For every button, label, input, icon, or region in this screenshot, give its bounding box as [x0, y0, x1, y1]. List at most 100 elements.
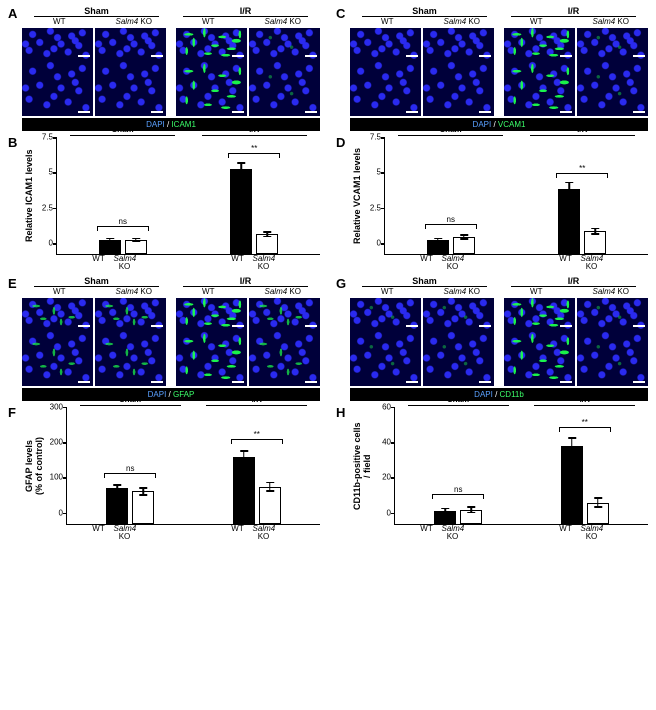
y-tick-label: 7.5 — [363, 133, 381, 142]
micrograph — [249, 28, 320, 60]
scalebar — [305, 55, 317, 57]
scalebar — [78, 381, 90, 383]
genotype-label: Salm4 KO — [425, 287, 500, 296]
panel-A: AShamI/RWTSalm4 KOWTSalm4 KODAPI / ICAM1 — [8, 6, 320, 131]
x-tick-label: Salm4KO — [253, 525, 275, 542]
significance-label: ns — [454, 485, 462, 494]
bar-wt — [99, 240, 121, 254]
scalebar — [406, 55, 418, 57]
y-tick-label: 200 — [45, 438, 63, 447]
micrograph — [423, 60, 494, 116]
scalebar — [232, 55, 244, 57]
scalebar — [406, 381, 418, 383]
scalebar — [406, 325, 418, 327]
panel-E: EShamI/RWTSalm4 KOWTSalm4 KODAPI / GFAP — [8, 276, 320, 401]
x-tick-label: Salm4KO — [114, 525, 136, 542]
genotype-label: WT — [499, 287, 574, 296]
scalebar — [633, 381, 645, 383]
group-condition-label: I/R — [530, 125, 635, 136]
micrograph — [577, 330, 648, 386]
y-tick-label: 300 — [45, 402, 63, 411]
genotype-label: Salm4 KO — [246, 17, 321, 26]
bar-ko — [256, 234, 278, 254]
panel-letter: D — [336, 135, 345, 150]
micrograph — [22, 330, 93, 386]
genotype-label: Salm4 KO — [574, 17, 649, 26]
panel-letter: E — [8, 276, 17, 291]
panel-F: FGFAP levels (% of control)0100200300Sha… — [8, 405, 320, 542]
panel-letter: B — [8, 135, 17, 150]
bar-ko — [587, 503, 609, 524]
bar-wt — [233, 457, 255, 524]
scalebar — [479, 111, 491, 113]
micrograph — [249, 330, 320, 386]
bar-wt — [558, 189, 580, 254]
micrograph — [95, 28, 166, 60]
x-tick-label: WT — [227, 525, 249, 542]
bar-ko — [453, 237, 475, 254]
x-tick-label: Salm4KO — [581, 525, 603, 542]
group-condition-label: I/R — [206, 395, 307, 406]
significance-label: ** — [251, 144, 257, 153]
scalebar — [232, 111, 244, 113]
significance-bracket — [231, 439, 283, 444]
x-tick-label: Salm4KO — [253, 255, 275, 272]
y-tick-label: 2.5 — [35, 203, 53, 212]
significance-label: ** — [254, 430, 260, 439]
genotype-label: WT — [350, 17, 425, 26]
significance-bracket — [228, 153, 280, 158]
significance-label: ns — [126, 464, 134, 473]
scalebar — [78, 55, 90, 57]
figure-grid: AShamI/RWTSalm4 KOWTSalm4 KODAPI / ICAM1… — [0, 0, 656, 548]
significance-bracket — [425, 224, 477, 229]
bar-ko — [132, 491, 154, 524]
y-tick-label: 20 — [373, 473, 391, 482]
chart-plot: 0204060ShamnsI/R** — [394, 407, 648, 525]
x-tick-label: Salm4KO — [442, 255, 464, 272]
scalebar — [479, 325, 491, 327]
micrograph — [22, 28, 93, 60]
genotype-label: Salm4 KO — [425, 17, 500, 26]
bar-wt — [427, 240, 449, 254]
micrograph — [176, 60, 247, 116]
panel-H: HCD11b-positive cells / field0204060Sham… — [336, 405, 648, 542]
y-tick-label: 2.5 — [363, 203, 381, 212]
panel-letter: F — [8, 405, 16, 420]
group-condition-label: I/R — [534, 395, 635, 406]
significance-label: ** — [582, 418, 588, 427]
x-tick-label: WT — [88, 255, 110, 272]
micrograph — [95, 60, 166, 116]
micrograph — [504, 28, 575, 60]
bar-ko — [259, 487, 281, 524]
scalebar — [232, 381, 244, 383]
micrograph — [350, 330, 421, 386]
panel-letter: C — [336, 6, 345, 21]
x-tick-label: WT — [555, 525, 577, 542]
y-tick-label: 40 — [373, 438, 391, 447]
condition-label: I/R — [499, 276, 648, 286]
panel-D: DRelative VCAM1 levels02.557.5ShamnsI/R*… — [336, 135, 648, 272]
x-tick-label: Salm4KO — [442, 525, 464, 542]
genotype-label: WT — [350, 287, 425, 296]
micrograph — [22, 298, 93, 330]
micrograph — [504, 330, 575, 386]
x-tick-label: WT — [555, 255, 577, 272]
significance-label: ns — [447, 215, 455, 224]
y-tick-label: 7.5 — [35, 133, 53, 142]
y-tick-label: 5 — [35, 168, 53, 177]
genotype-label: WT — [22, 17, 97, 26]
chart-plot: 02.557.5ShamnsI/R** — [56, 137, 320, 255]
scalebar — [151, 55, 163, 57]
significance-bracket — [432, 494, 484, 499]
panel-C: CShamI/RWTSalm4 KOWTSalm4 KODAPI / VCAM1 — [336, 6, 648, 131]
micrograph — [577, 298, 648, 330]
y-tick-label: 60 — [373, 402, 391, 411]
y-tick-label: 0 — [45, 508, 63, 517]
scalebar — [479, 381, 491, 383]
scalebar — [560, 111, 572, 113]
group-condition-label: Sham — [80, 395, 181, 406]
y-axis-label: CD11b-positive cells / field — [350, 407, 374, 525]
scalebar — [560, 325, 572, 327]
significance-bracket — [556, 173, 608, 178]
scalebar — [633, 111, 645, 113]
